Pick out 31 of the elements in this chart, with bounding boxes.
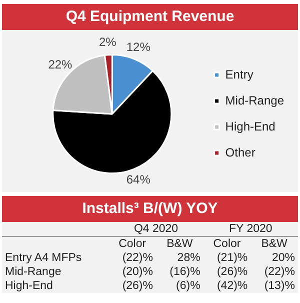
text: (21)% [216, 251, 249, 265]
text: Q4 2020 [132, 222, 180, 236]
text: Color [118, 237, 148, 251]
text: High-End [4, 279, 54, 293]
data-label: 64% [126, 172, 151, 187]
text: B&W [166, 237, 194, 251]
text: B&W [260, 237, 288, 251]
text: (16)% [168, 265, 202, 279]
text: Entry A4 MFPs [4, 251, 83, 265]
legend-label: High-End [225, 119, 276, 134]
data-label: 22% [48, 58, 73, 72]
text: (22)% [263, 265, 296, 279]
text: Color [212, 237, 242, 251]
chart-title: Q4 Equipment Revenue [2, 4, 298, 30]
text: (26)% [216, 265, 249, 279]
text: (6)% [175, 279, 202, 293]
data-label: 2% [99, 35, 117, 50]
legend-label: Mid-Range [225, 93, 284, 108]
legend-label: Other [225, 145, 256, 160]
data-label: 12% [126, 40, 151, 54]
text: Mid-Range [4, 265, 62, 279]
text: 28% [176, 251, 202, 265]
text: (22)% [121, 251, 154, 265]
legend-label: Entry [225, 67, 254, 82]
text: (26)% [121, 279, 154, 293]
text: (13)% [263, 279, 296, 293]
text: Installs³ B/(W) YOY [2, 196, 298, 222]
text: (20)% [121, 265, 154, 279]
text: (42)% [216, 279, 249, 293]
text: FY 2020 [228, 222, 274, 236]
text: 20% [270, 251, 296, 265]
